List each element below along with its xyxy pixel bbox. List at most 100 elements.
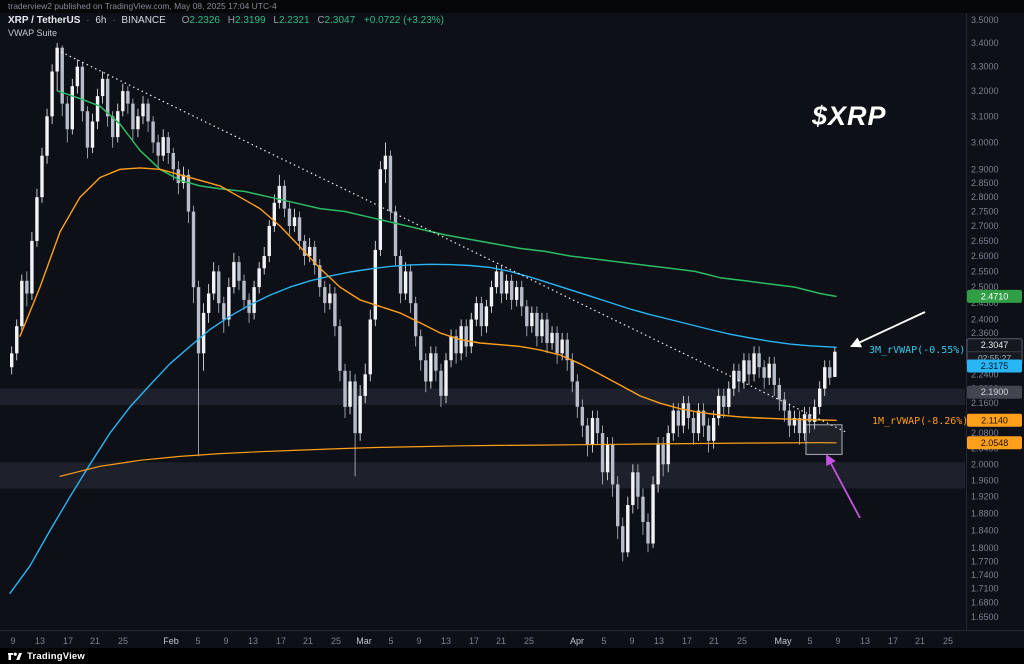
svg-text:21: 21 (303, 636, 313, 646)
low-value: 2.2321 (278, 15, 310, 26)
svg-text:1.9600: 1.9600 (971, 475, 999, 485)
trendline-drawing[interactable] (56, 49, 849, 434)
svg-text:2.4000: 2.4000 (971, 315, 999, 325)
high-label: H (227, 15, 235, 26)
symbol-title[interactable]: XRP / TetherUS (8, 15, 81, 26)
svg-text:1.8000: 1.8000 (971, 543, 999, 553)
exchange-label: BINANCE (121, 15, 166, 26)
svg-text:3.0000: 3.0000 (971, 137, 999, 147)
candlestick-series (10, 43, 837, 562)
svg-text:9: 9 (835, 636, 840, 646)
ohlc-readout: O2.2326 H2.3199 L2.2321 C2.3047 +0.0722 … (177, 15, 444, 26)
svg-text:02:55:27: 02:55:27 (978, 353, 1011, 363)
svg-text:13: 13 (441, 636, 451, 646)
svg-text:2.4710: 2.4710 (981, 291, 1009, 301)
indicator-line-long-term-vwap (57, 90, 837, 298)
svg-text:25: 25 (737, 636, 747, 646)
price-axis-tag: 2.3175 (967, 359, 1022, 373)
symbol-watermark-text[interactable]: $XRP (812, 101, 887, 131)
svg-text:1.8400: 1.8400 (971, 526, 999, 536)
price-axis-tag: 2.1140 (967, 413, 1022, 427)
svg-text:1.9200: 1.9200 (971, 492, 999, 502)
change-badge: +0.0722 (+3.23%) (363, 15, 444, 26)
svg-text:5: 5 (601, 636, 606, 646)
svg-text:21: 21 (90, 636, 100, 646)
attribution-bar: traderview2 published on TradingView.com… (0, 0, 1024, 13)
svg-text:25: 25 (331, 636, 341, 646)
svg-text:2.0000: 2.0000 (971, 459, 999, 469)
svg-text:21: 21 (496, 636, 506, 646)
svg-text:3.4000: 3.4000 (971, 38, 999, 48)
svg-text:2.5500: 2.5500 (971, 266, 999, 276)
svg-text:Apr: Apr (570, 636, 584, 646)
tradingview-logo-icon[interactable] (8, 651, 22, 662)
svg-text:1.6800: 1.6800 (971, 598, 999, 608)
separator-dot: · (86, 15, 90, 26)
symbol-header: XRP / TetherUS · 6h · BINANCE O2.2326 H2… (8, 15, 444, 26)
price-axis[interactable]: 3.5000 3.4000 3.3000 3.2000 3.1000 3.0000 2.90… (971, 15, 999, 622)
svg-text:17: 17 (682, 636, 692, 646)
svg-text:2.1600: 2.1600 (971, 398, 999, 408)
interval-label[interactable]: 6h (95, 15, 107, 26)
svg-text:Mar: Mar (356, 636, 372, 646)
vwap-3m-label[interactable]: 3M_rVWAP(-0.55%) (869, 345, 966, 356)
svg-text:9: 9 (223, 636, 228, 646)
svg-text:3.5000: 3.5000 (971, 15, 999, 25)
breakout-arrow-drawing[interactable] (850, 311, 926, 348)
indicator-name[interactable]: VWAP Suite (8, 28, 58, 38)
time-axis[interactable]: 9 13 17 21 25 Feb 5 9 13 17 21 25 Mar 5 9 13 17 21 25 Apr 5 9… (10, 636, 953, 646)
svg-text:1.7700: 1.7700 (971, 556, 999, 566)
svg-text:2.6500: 2.6500 (971, 236, 999, 246)
indicator-line-1M_rVWAP (19, 167, 837, 421)
svg-text:2.9000: 2.9000 (971, 164, 999, 174)
tradingview-wordmark[interactable]: TradingView (27, 650, 85, 662)
svg-text:1.7100: 1.7100 (971, 584, 999, 594)
svg-text:2.1140: 2.1140 (981, 415, 1008, 425)
svg-text:2.8000: 2.8000 (971, 192, 999, 202)
svg-text:5: 5 (195, 636, 200, 646)
svg-text:2.0548: 2.0548 (981, 438, 1009, 448)
svg-text:25: 25 (943, 636, 953, 646)
svg-text:5: 5 (807, 636, 812, 646)
svg-text:1.7400: 1.7400 (971, 570, 999, 580)
price-axis-tag: 2.0548 (967, 436, 1022, 450)
svg-text:Feb: Feb (163, 636, 179, 646)
svg-text:2.3047: 2.3047 (981, 340, 1009, 350)
price-axis-tag: 2.4710 (967, 289, 1022, 303)
svg-text:25: 25 (524, 636, 534, 646)
high-value: 2.3199 (235, 15, 266, 26)
svg-text:13: 13 (35, 636, 45, 646)
svg-text:2.7000: 2.7000 (971, 221, 999, 231)
svg-text:13: 13 (654, 636, 664, 646)
separator-dot: · (112, 15, 116, 26)
svg-text:3.1000: 3.1000 (971, 111, 999, 121)
svg-text:13: 13 (248, 636, 258, 646)
svg-text:1.8800: 1.8800 (971, 508, 999, 518)
svg-text:17: 17 (276, 636, 286, 646)
svg-text:2.3600: 2.3600 (971, 328, 999, 338)
svg-text:17: 17 (63, 636, 73, 646)
vwap-1m-label[interactable]: 1M_rVWAP(-8.26%) (872, 416, 969, 427)
svg-text:3.3000: 3.3000 (971, 62, 999, 72)
svg-text:25: 25 (118, 636, 128, 646)
attribution-text: traderview2 published on TradingView.com… (8, 1, 277, 11)
indicator-line-1M_rVWAP-lower (59, 442, 837, 477)
svg-text:2.8500: 2.8500 (971, 178, 999, 188)
indicator-line-3M_rVWAP (9, 263, 837, 594)
svg-text:2.5000: 2.5000 (971, 282, 999, 292)
svg-text:9: 9 (416, 636, 421, 646)
svg-text:2.4500: 2.4500 (971, 298, 999, 308)
svg-text:21: 21 (915, 636, 925, 646)
footer-bar: TradingView (0, 648, 1024, 664)
svg-text:2.3175: 2.3175 (981, 361, 1009, 371)
svg-text:2.7500: 2.7500 (971, 207, 999, 217)
low-label: L (273, 15, 279, 26)
highlight-box-drawing[interactable] (805, 424, 843, 455)
svg-text:9: 9 (629, 636, 634, 646)
retest-arrow-drawing[interactable] (825, 454, 861, 519)
price-axis-tag: 2.1900 (967, 385, 1022, 399)
svg-text:13: 13 (860, 636, 870, 646)
svg-text:2.6000: 2.6000 (971, 251, 999, 261)
